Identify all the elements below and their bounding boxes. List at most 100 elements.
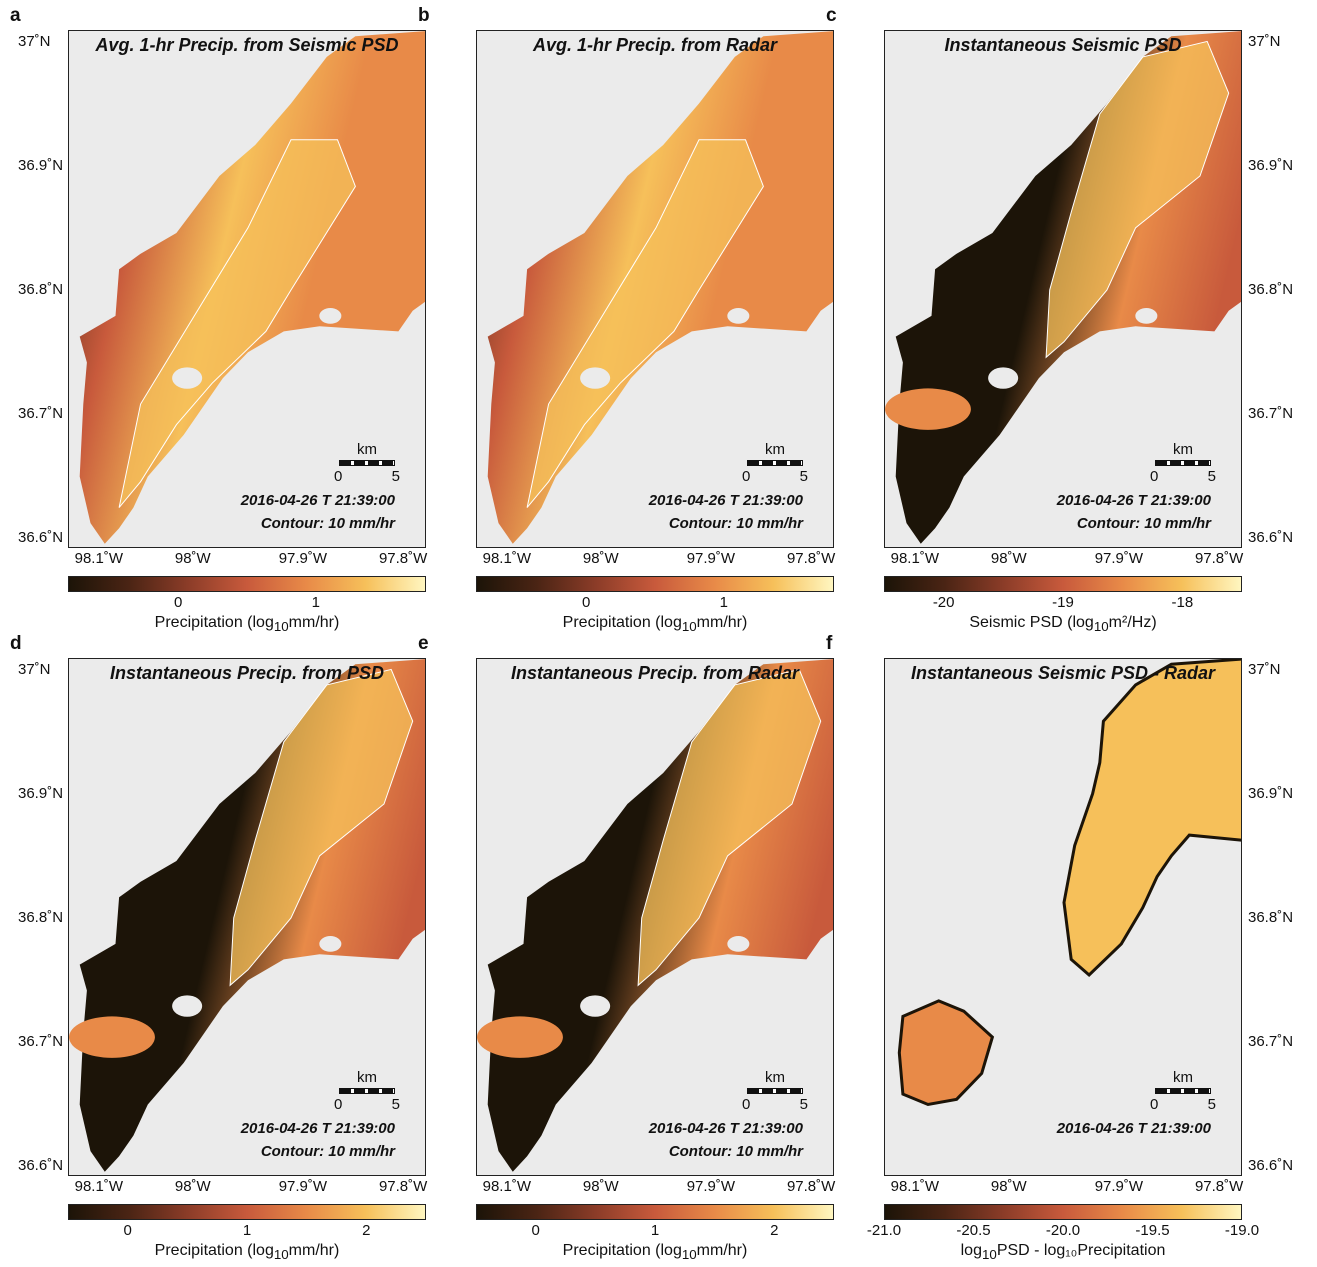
southwest-cell <box>477 1016 563 1058</box>
high-intensity-band <box>1046 41 1229 358</box>
scale-unit: km <box>1173 441 1193 458</box>
panel-label: b <box>418 5 430 26</box>
label-post: mm/hr) <box>288 614 340 631</box>
lat-tick-label: 36.6˚N <box>18 529 64 546</box>
lon-tick-label: 98˚W <box>582 550 619 567</box>
colorbar-label: Precipitation (log10mm/hr) <box>68 1242 426 1262</box>
lat-tick-label: 36.9˚N <box>18 157 64 174</box>
map-annotation: 2016-04-26 T 21:39:00 Contour: 10 mm/hr <box>649 1117 803 1163</box>
panel-title: Avg. 1-hr Precip. from Radar <box>532 35 778 55</box>
timestamp: 2016-04-26 T 21:39:00 <box>240 1120 395 1137</box>
label-post: mm/hr) <box>696 1242 748 1259</box>
label-pre: log <box>960 1242 982 1259</box>
colorbar <box>884 1204 1242 1220</box>
panel-label: d <box>10 633 22 654</box>
map-frame: Instantaneous Precip. from Radar km 0 5 2016… <box>476 658 834 1176</box>
panel-title: Instantaneous Seismic PSD - Radar <box>910 663 1216 683</box>
scale-right: 5 <box>799 1096 808 1113</box>
scale-right: 5 <box>799 468 808 485</box>
scale-unit: km <box>765 1069 785 1086</box>
panel-label: f <box>826 633 833 654</box>
scale-bar: km 0 5 <box>332 1069 402 1113</box>
lat-tick-label: 36.8˚N <box>1248 909 1294 926</box>
colorbar <box>68 1204 426 1220</box>
panel-label: c <box>826 5 837 26</box>
data-gap <box>172 367 203 389</box>
high-intensity-band <box>638 669 821 986</box>
colorbar-tick: 1 <box>311 594 321 611</box>
lon-tick-label: 98˚W <box>582 1178 619 1195</box>
colorbar-tick: 1 <box>650 1222 660 1239</box>
scale-unit: km <box>357 1069 377 1086</box>
colorbar-tick: -20.0 <box>1045 1222 1081 1239</box>
colorbar-label: Precipitation (log10mm/hr) <box>476 614 834 634</box>
lat-tick-label: 36.6˚N <box>1248 529 1294 546</box>
contour-line <box>1045 40 1230 359</box>
lat-tick-label: 36.9˚N <box>1248 785 1294 802</box>
high-intensity-band <box>527 139 764 508</box>
timestamp: 2016-04-26 T 21:39:00 <box>1056 492 1211 509</box>
lat-tick-label: 36.7˚N <box>18 405 64 422</box>
timestamp: 2016-04-26 T 21:39:00 <box>1056 1120 1211 1137</box>
map-annotation: 2016-04-26 T 21:39:00 Contour: 10 mm/hr <box>649 489 803 535</box>
contour-label: Contour: 10 mm/hr <box>260 1143 395 1160</box>
lat-tick-label: 36.7˚N <box>1248 1033 1294 1050</box>
lon-tick-label: 97.9˚W <box>278 550 328 567</box>
scale-right: 5 <box>391 468 400 485</box>
label-sub: 10 <box>681 619 697 635</box>
label-pre: Precipitation (log <box>154 614 274 631</box>
lon-tick-label: 97.8˚W <box>786 550 836 567</box>
lat-tick-label: 37˚N <box>18 661 51 678</box>
scale-right: 5 <box>391 1096 400 1113</box>
lon-tick-label: 98.1˚W <box>482 1178 531 1195</box>
data-gap <box>580 367 611 389</box>
scale-line <box>1155 1088 1211 1094</box>
label-sub: 10 <box>1093 619 1109 635</box>
lon-tick-label: 97.8˚W <box>1194 1178 1244 1195</box>
heatmap-field <box>79 31 425 544</box>
contour-label: Contour: 10 mm/hr <box>668 515 803 532</box>
lon-tick-label: 97.8˚W <box>378 550 428 567</box>
map-annotation: 2016-04-26 T 21:39:00 Contour: 10 mm/hr <box>241 1117 395 1163</box>
high-intensity-band <box>119 139 356 508</box>
label-post: PSD - log₁₀Precipitation <box>996 1242 1166 1259</box>
scale-left: 0 <box>334 1096 343 1113</box>
contour-label: Contour: 10 mm/hr <box>260 515 395 532</box>
label-pre: Precipitation (log <box>154 1242 274 1259</box>
colorbar-tick: 0 <box>531 1222 540 1239</box>
data-gap <box>727 308 750 324</box>
data-gap <box>988 367 1019 389</box>
timestamp: 2016-04-26 T 21:39:00 <box>648 1120 803 1137</box>
contour-line <box>526 139 764 508</box>
colorbar-label: Precipitation (log10mm/hr) <box>476 1242 834 1262</box>
heatmap-field <box>477 659 833 1172</box>
map-frame: Instantaneous Seismic PSD - Radar km 0 5 201… <box>884 658 1242 1176</box>
colorbar-tick: 0 <box>123 1222 132 1239</box>
colorbar-tick: -19.0 <box>1224 1222 1260 1239</box>
label-post: mm/hr) <box>696 614 748 631</box>
lat-tick-label: 36.8˚N <box>18 281 64 298</box>
colorbar-tick: -18 <box>1171 594 1194 611</box>
data-gap <box>1135 308 1158 324</box>
lat-tick-label: 36.8˚N <box>18 909 64 926</box>
data-gap <box>727 936 750 952</box>
scale-line <box>339 1088 395 1094</box>
scale-left: 0 <box>1150 468 1159 485</box>
scale-bar: km 0 5 <box>332 441 402 485</box>
lon-tick-label: 98.1˚W <box>890 550 939 567</box>
difference-region <box>897 999 995 1107</box>
scale-line <box>339 460 395 466</box>
lon-tick-label: 97.8˚W <box>1194 550 1244 567</box>
lat-tick-label: 36.6˚N <box>18 1157 64 1174</box>
data-gap <box>319 308 342 324</box>
colorbar <box>476 1204 834 1220</box>
colorbar-label: Precipitation (log10mm/hr) <box>68 614 426 634</box>
panel-title: Avg. 1-hr Precip. from Seismic PSD <box>95 35 399 55</box>
contour-label: Contour: 10 mm/hr <box>668 1143 803 1160</box>
lon-tick-label: 97.9˚W <box>1094 1178 1144 1195</box>
colorbar-tick: 2 <box>770 1222 779 1239</box>
lon-tick-label: 97.8˚W <box>378 1178 428 1195</box>
scale-line <box>747 1088 803 1094</box>
scale-left: 0 <box>742 1096 751 1113</box>
